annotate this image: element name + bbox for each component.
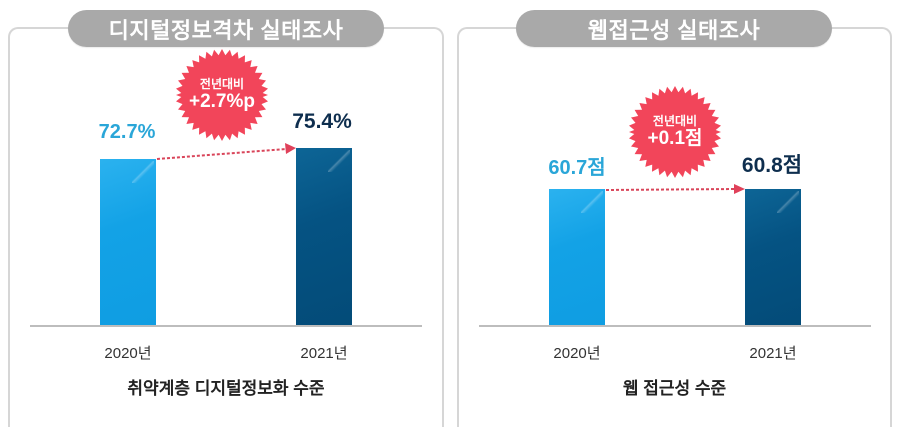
starburst-icon xyxy=(176,49,268,141)
web-accessibility-caption: 웹 접근성 수준 xyxy=(622,379,727,398)
badge-value: +0.1점 xyxy=(647,128,703,149)
badge-value: +2.7%p xyxy=(188,91,255,112)
digital-divide-title: 디지털정보격차 실태조사 xyxy=(68,10,384,47)
bar-2021 xyxy=(745,189,801,326)
badge-label: 전년대비 xyxy=(199,77,245,91)
trend-arrow-icon xyxy=(605,184,745,194)
bar-2021 xyxy=(296,148,352,326)
year-label-2020: 2020년 xyxy=(104,345,152,362)
value-2021: 75.4% xyxy=(292,110,352,133)
yoy-change-badge: 전년대비 +2.7%p xyxy=(176,49,268,141)
x-axis-line xyxy=(479,325,871,327)
year-label-2021: 2021년 xyxy=(300,345,348,362)
bar-2020 xyxy=(100,159,156,326)
yoy-change-badge: 전년대비 +0.1점 xyxy=(629,86,721,178)
value-2021: 60.8점 xyxy=(741,154,803,177)
web-accessibility-title: 웹접근성 실태조사 xyxy=(516,10,832,47)
badge-label: 전년대비 xyxy=(652,114,698,128)
starburst-icon xyxy=(629,86,721,178)
value-2020: 72.7% xyxy=(98,121,156,143)
year-label-2021: 2021년 xyxy=(749,345,797,362)
trend-arrow-icon xyxy=(156,143,296,160)
x-axis-line xyxy=(30,325,422,327)
bar-2020 xyxy=(549,189,605,326)
value-2020: 60.7점 xyxy=(548,157,606,179)
year-label-2020: 2020년 xyxy=(553,345,601,362)
digital-divide-caption: 취약계층 디지털정보화 수준 xyxy=(127,379,325,398)
